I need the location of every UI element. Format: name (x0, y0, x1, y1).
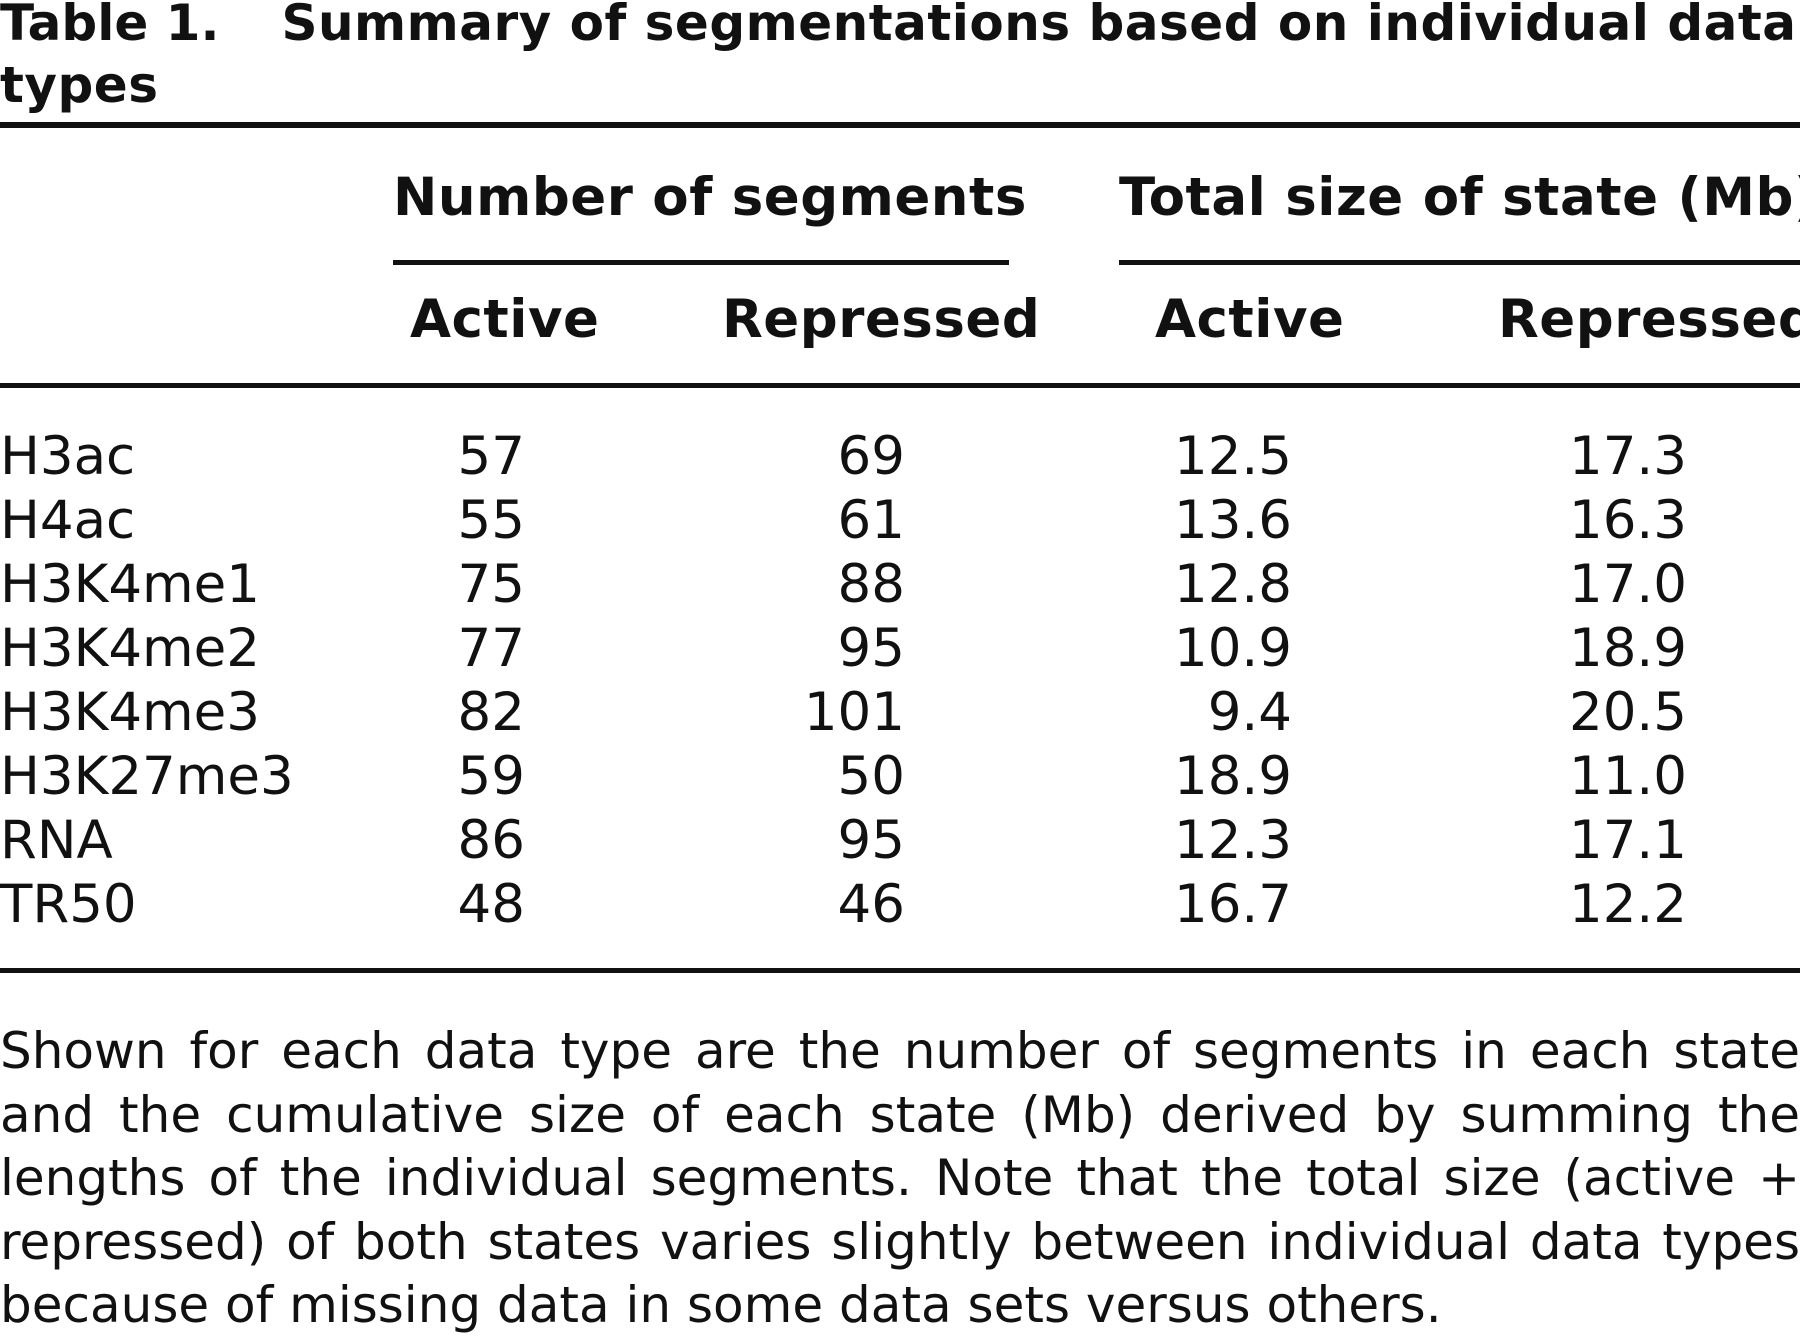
table-row: H3K4me3 82 101 9.4 20.5 (0, 681, 1800, 745)
cell-size-active: 10.9 (1173, 618, 1292, 679)
cell-segments-repressed: 61 (837, 490, 905, 551)
cell-size-repressed: 12.2 (1568, 874, 1687, 935)
table-row: H3K4me1 75 88 12.8 17.0 (0, 553, 1800, 617)
row-label: H4ac (0, 490, 136, 551)
group-header-total-size: Total size of state (Mb) (1119, 167, 1800, 228)
cell-segments-repressed: 101 (803, 682, 905, 743)
cell-segments-active: 57 (457, 426, 525, 487)
row-label: RNA (0, 810, 113, 871)
cell-segments-active: 55 (457, 490, 525, 551)
cell-segments-active: 75 (457, 554, 525, 615)
row-label: H3K27me3 (0, 746, 294, 807)
table-row: RNA 86 95 12.3 17.1 (0, 809, 1800, 873)
bottom-rule (0, 968, 1800, 973)
cell-size-repressed: 16.3 (1568, 490, 1687, 551)
cell-segments-repressed: 50 (837, 746, 905, 807)
cell-segments-repressed: 95 (837, 810, 905, 871)
row-label: H3K4me3 (0, 682, 261, 743)
group-rule-number-of-segments (393, 260, 1009, 265)
row-label: H3K4me2 (0, 618, 261, 679)
column-header-segments-active: Active (410, 289, 600, 350)
column-header-size-repressed: Repressed (1498, 289, 1800, 350)
cell-segments-active: 86 (457, 810, 525, 871)
cell-size-active: 12.8 (1173, 554, 1292, 615)
table-body: H3ac 57 69 12.5 17.3 H4ac 55 61 13.6 16.… (0, 425, 1800, 937)
cell-size-active: 13.6 (1173, 490, 1292, 551)
table-row: H3ac 57 69 12.5 17.3 (0, 425, 1800, 489)
table-title: Table 1. Summary of segmentations based o… (0, 0, 1800, 116)
cell-segments-repressed: 46 (837, 874, 905, 935)
cell-size-active: 18.9 (1173, 746, 1292, 807)
cell-segments-repressed: 69 (837, 426, 905, 487)
row-label: H3K4me1 (0, 554, 261, 615)
column-header-segments-repressed: Repressed (722, 289, 1041, 350)
cell-size-active: 9.4 (1207, 682, 1292, 743)
table-row: TR50 48 46 16.7 12.2 (0, 873, 1800, 937)
cell-segments-active: 77 (457, 618, 525, 679)
table-row: H3K27me3 59 50 18.9 11.0 (0, 745, 1800, 809)
cell-size-repressed: 17.0 (1568, 554, 1687, 615)
cell-segments-repressed: 88 (837, 554, 905, 615)
cell-segments-active: 48 (457, 874, 525, 935)
table-row: H3K4me2 77 95 10.9 18.9 (0, 617, 1800, 681)
cell-size-active: 16.7 (1173, 874, 1292, 935)
header-rule (0, 383, 1800, 388)
row-label: TR50 (0, 874, 137, 935)
cell-size-active: 12.5 (1173, 426, 1292, 487)
column-header-size-active: Active (1155, 289, 1345, 350)
cell-size-repressed: 17.1 (1568, 810, 1687, 871)
table-label: Table 1. (0, 0, 220, 52)
cell-size-repressed: 11.0 (1568, 746, 1687, 807)
cell-size-repressed: 18.9 (1568, 618, 1687, 679)
group-rule-total-size (1119, 260, 1800, 265)
row-label: H3ac (0, 426, 136, 487)
cell-segments-repressed: 95 (837, 618, 905, 679)
group-header-number-of-segments: Number of segments (393, 167, 1027, 228)
cell-size-repressed: 20.5 (1568, 682, 1687, 743)
top-rule (0, 122, 1800, 128)
cell-size-repressed: 17.3 (1568, 426, 1687, 487)
table-footnote: Shown for each data type are the number … (0, 1022, 1800, 1334)
table-title-text: Summary of segmentations based on indivi… (0, 0, 1797, 114)
table-row: H4ac 55 61 13.6 16.3 (0, 489, 1800, 553)
cell-size-active: 12.3 (1173, 810, 1292, 871)
cell-segments-active: 82 (457, 682, 525, 743)
cell-segments-active: 59 (457, 746, 525, 807)
